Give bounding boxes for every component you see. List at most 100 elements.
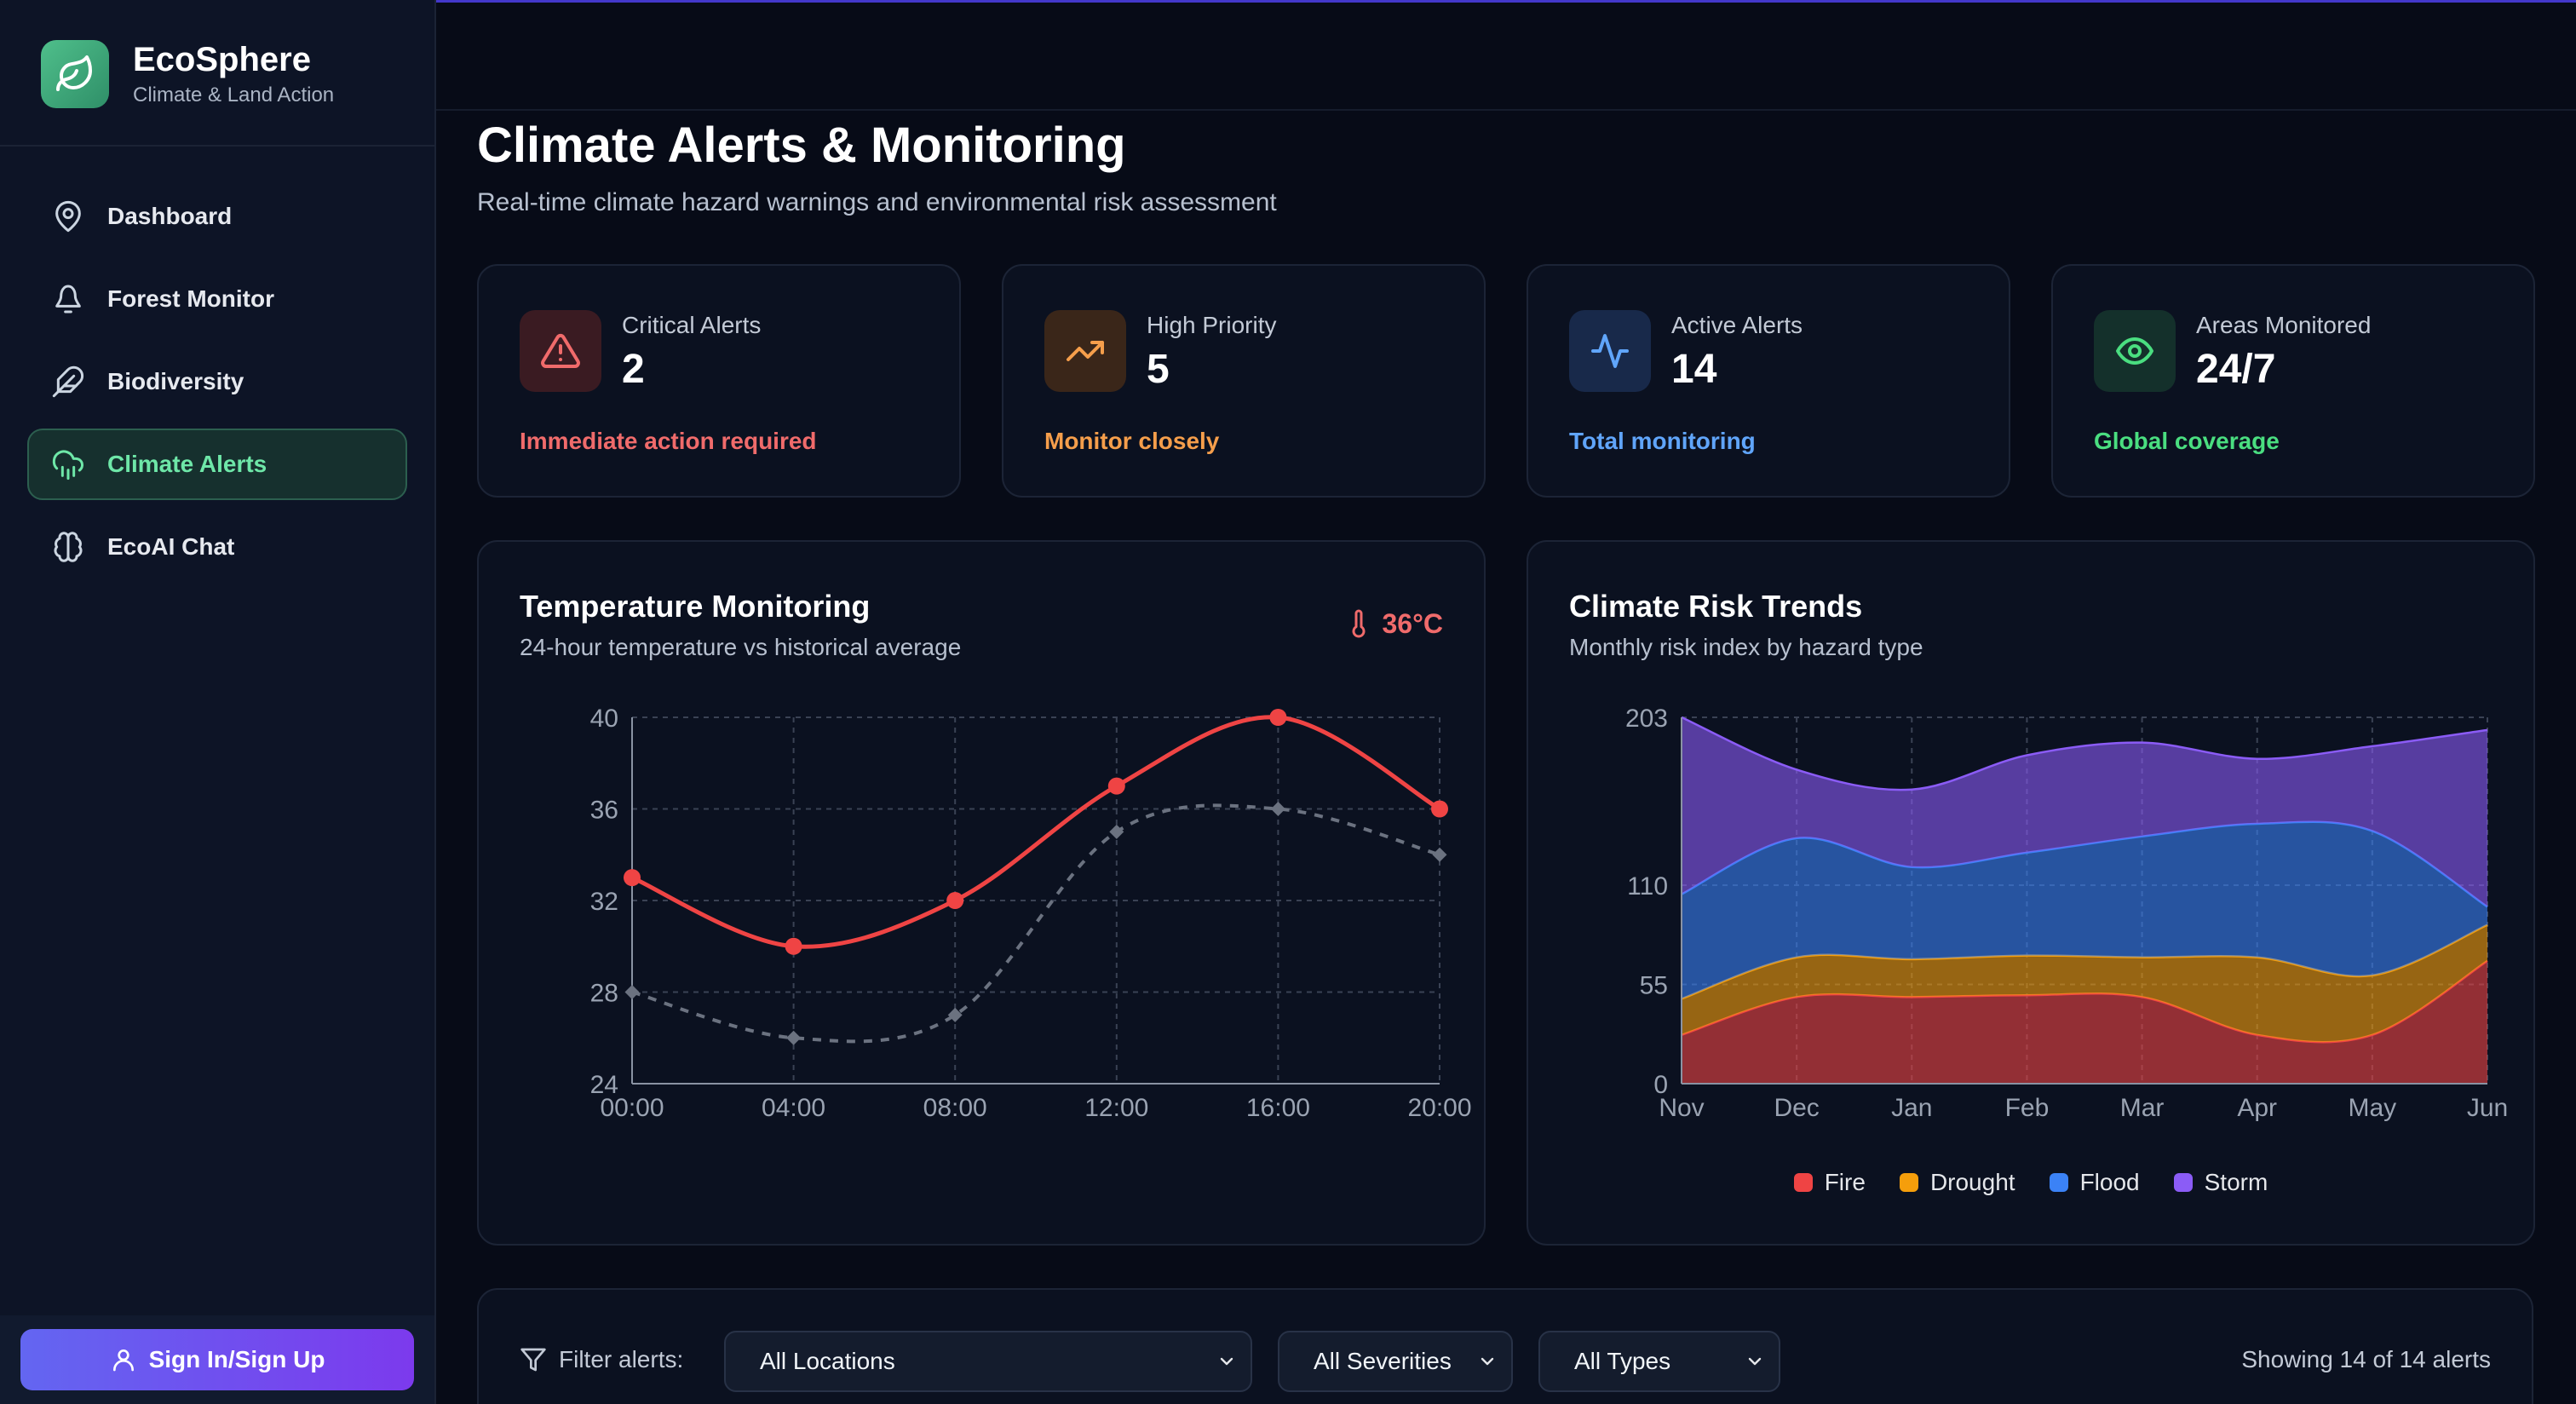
type-select[interactable]: All Types [1538,1331,1780,1392]
historical-point [624,985,640,999]
stat-label: High Priority [1147,312,1277,338]
sign-in-button[interactable]: Sign In/Sign Up [20,1329,414,1390]
sidebar-divider [0,145,434,147]
legend-label: Drought [1929,1169,2015,1195]
risk-card: Climate Risk Trends Monthly risk index b… [1527,540,2535,1246]
area-fire [1682,960,2487,1084]
user-icon [112,1349,134,1372]
x-tick-label: Feb [2005,1094,2050,1122]
results-count: Showing 14 of 14 alerts [2241,1346,2491,1372]
x-tick-label: 08:00 [923,1094,987,1122]
area-storm [1682,717,2487,907]
risk-chart-legend: Fire Drought Flood Storm [1528,1169,2533,1196]
filter-label: Filter alerts: [520,1346,683,1373]
page-title: Climate Alerts & Monitoring [477,118,1126,173]
severity-select[interactable]: All Severities [1278,1331,1513,1392]
chevron-down-icon [1220,1357,1233,1366]
stat-label: Active Alerts [1671,312,1803,338]
chevron-down-icon [1748,1357,1762,1366]
thermometer-icon [1352,609,1365,638]
page-subtitle: Real-time climate hazard warnings and en… [477,188,1277,216]
y-tick-label: 28 [590,980,618,1008]
temperature-point [624,869,641,887]
legend-item-storm[interactable]: Storm [2173,1169,2268,1196]
stat-label: Critical Alerts [622,312,762,338]
historical-point [1109,824,1124,839]
stat-card-areas: Areas Monitored 24/7 Global coverage [2051,264,2535,498]
feather-icon [52,365,84,398]
brand-subtitle: Climate & Land Action [133,83,335,106]
filter-label-text: Filter alerts: [559,1346,684,1372]
eye-icon [2094,310,2176,392]
sidebar-nav: Dashboard Forest Monitor Biodiversity Cl… [27,181,407,594]
x-tick-label: 16:00 [1246,1094,1310,1122]
area-flood [1682,821,2487,999]
activity-icon [1569,310,1651,392]
temperature-line [631,715,1441,949]
historical-point [786,1030,802,1045]
top-bar [436,0,2576,111]
historical-point [947,1007,963,1022]
area-drought [1682,924,2487,1043]
historical-point [1432,847,1447,862]
sidebar-item-climate-alerts[interactable]: Climate Alerts [27,429,407,500]
stat-value: 14 [1671,347,1717,392]
sidebar: EcoSphere Climate & Land Action Dashboar… [0,0,436,1404]
stat-card-active: Active Alerts 14 Total monitoring [1527,264,2010,498]
y-tick-label: 55 [1640,971,1668,999]
y-tick-label: 0 [1653,1071,1668,1099]
area-line-storm [1681,716,2488,791]
current-temperature-value: 36°C [1382,607,1444,639]
brand[interactable]: EcoSphere Climate & Land Action [41,39,334,109]
filter-bar: Filter alerts: All Locations All Severit… [477,1288,2533,1404]
y-tick-label: 36 [590,797,618,825]
temperature-point [1431,800,1448,818]
legend-swatch [2049,1173,2068,1192]
x-tick-label: Jun [2467,1094,2508,1122]
legend-label: Fire [1824,1169,1866,1195]
y-tick-label: 203 [1625,705,1668,733]
type-select-value: All Types [1574,1348,1671,1374]
stat-label: Areas Monitored [2196,312,2372,338]
chevron-down-icon [1481,1357,1494,1366]
risk-chart: 0 55 110 203 Nov Dec Jan Feb Mar Apr May Jun [1625,705,2508,1122]
historical-average-line [631,803,1440,1044]
temperature-point [1269,709,1287,726]
sign-in-label: Sign In/Sign Up [148,1346,325,1372]
y-tick-label: 32 [590,888,618,916]
x-tick-label: Apr [2237,1094,2277,1122]
stat-card-critical: Critical Alerts 2 Immediate action requi… [477,264,961,498]
legend-item-drought[interactable]: Drought [1899,1169,2015,1196]
x-tick-label: Nov [1659,1094,1704,1122]
stat-value: 5 [1147,347,1170,392]
leaf-icon [41,40,109,108]
temperature-chart-subtitle: 24-hour temperature vs historical averag… [520,634,962,660]
x-tick-label: Jan [1891,1094,1932,1122]
y-tick-label: 40 [590,705,618,733]
cloud-rain-icon [52,450,84,480]
legend-item-flood[interactable]: Flood [2049,1169,2140,1196]
legend-label: Storm [2204,1169,2268,1195]
stat-note: Global coverage [2094,428,2280,454]
sidebar-item-ecoai-chat[interactable]: EcoAI Chat [27,511,407,583]
x-tick-label: Dec [1774,1094,1819,1122]
x-tick-label: 12:00 [1084,1094,1148,1122]
sidebar-item-dashboard[interactable]: Dashboard [27,181,407,252]
x-tick-label: May [2349,1094,2397,1122]
trending-up-icon [1044,310,1126,392]
legend-item-fire[interactable]: Fire [1793,1169,1866,1196]
temperature-point [785,937,802,955]
legend-label: Flood [2079,1169,2140,1195]
location-select-value: All Locations [760,1348,895,1374]
temperature-card: Temperature Monitoring 24-hour temperatu… [477,540,1486,1246]
sidebar-item-biodiversity[interactable]: Biodiversity [27,346,407,417]
temperature-point [946,892,964,909]
temperature-chart-title: Temperature Monitoring [520,589,871,624]
alert-triangle-icon [520,310,601,392]
sidebar-item-label: Forest Monitor [107,285,274,312]
location-select[interactable]: All Locations [724,1331,1252,1392]
area-line-flood [1681,820,2488,908]
legend-swatch [2173,1173,2193,1192]
x-tick-label: Mar [2120,1094,2165,1122]
sidebar-item-forest-monitor[interactable]: Forest Monitor [27,263,407,335]
